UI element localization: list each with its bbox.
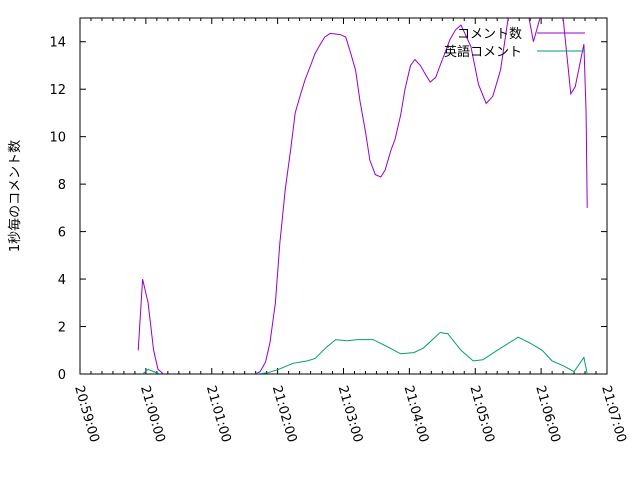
- x-tick-label: 21:02:00: [269, 384, 300, 444]
- y-tick-label: 8: [58, 178, 66, 193]
- x-tick-label: 21:07:00: [598, 384, 629, 444]
- series-line-1: [256, 331, 588, 374]
- x-tick-label: 21:06:00: [532, 384, 563, 444]
- x-tick-label: 21:01:00: [203, 384, 234, 444]
- series-line-1: [142, 368, 161, 374]
- x-tick-label: 21:04:00: [401, 384, 432, 444]
- y-tick-label: 0: [58, 368, 66, 383]
- y-axis-label: 1秒毎のコメント数: [7, 140, 23, 252]
- y-tick-label: 10: [49, 131, 66, 146]
- y-tick-label: 4: [58, 273, 66, 288]
- x-tick-label: 20:59:00: [71, 384, 102, 444]
- x-tick-label: 21:00:00: [137, 384, 168, 444]
- y-tick-label: 12: [49, 83, 66, 98]
- series-line-0: [255, 18, 588, 374]
- legend-label: 英語コメント: [444, 44, 522, 60]
- x-tick-label: 21:03:00: [335, 384, 366, 444]
- y-tick-label: 14: [49, 36, 66, 51]
- series-line-0: [137, 278, 164, 374]
- plot-frame: [79, 17, 608, 375]
- legend-label: コメント数: [457, 27, 522, 42]
- y-tick-label: 2: [58, 321, 66, 336]
- x-tick-label: 21:05:00: [466, 384, 497, 444]
- y-tick-label: 6: [58, 226, 66, 241]
